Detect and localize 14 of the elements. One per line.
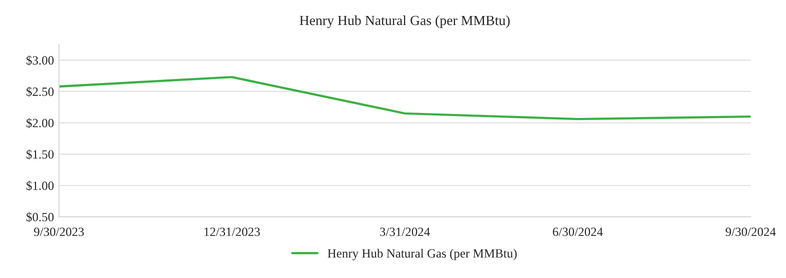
x-tick-label: 3/31/2024 <box>380 228 430 236</box>
y-tick-label: $3.00 <box>26 55 54 66</box>
y-tick-label: $2.50 <box>26 86 54 97</box>
x-tick-label: 6/30/2024 <box>552 228 603 236</box>
x-tick-label: 9/30/2024 <box>726 228 776 236</box>
x-tick-label: 12/31/2023 <box>204 228 260 236</box>
chart-title: Henry Hub Natural Gas (per MMBtu) <box>300 15 510 28</box>
y-tick-label: $0.50 <box>26 212 54 222</box>
y-tick-label: $1.00 <box>26 180 54 191</box>
x-tick-label: 9/30/2023 <box>34 228 84 236</box>
y-tick-label: $1.50 <box>26 149 54 160</box>
legend-label: Henry Hub Natural Gas (per MMBtu) <box>328 248 517 260</box>
line-series <box>58 76 751 120</box>
y-tick-label: $2.00 <box>26 118 54 128</box>
